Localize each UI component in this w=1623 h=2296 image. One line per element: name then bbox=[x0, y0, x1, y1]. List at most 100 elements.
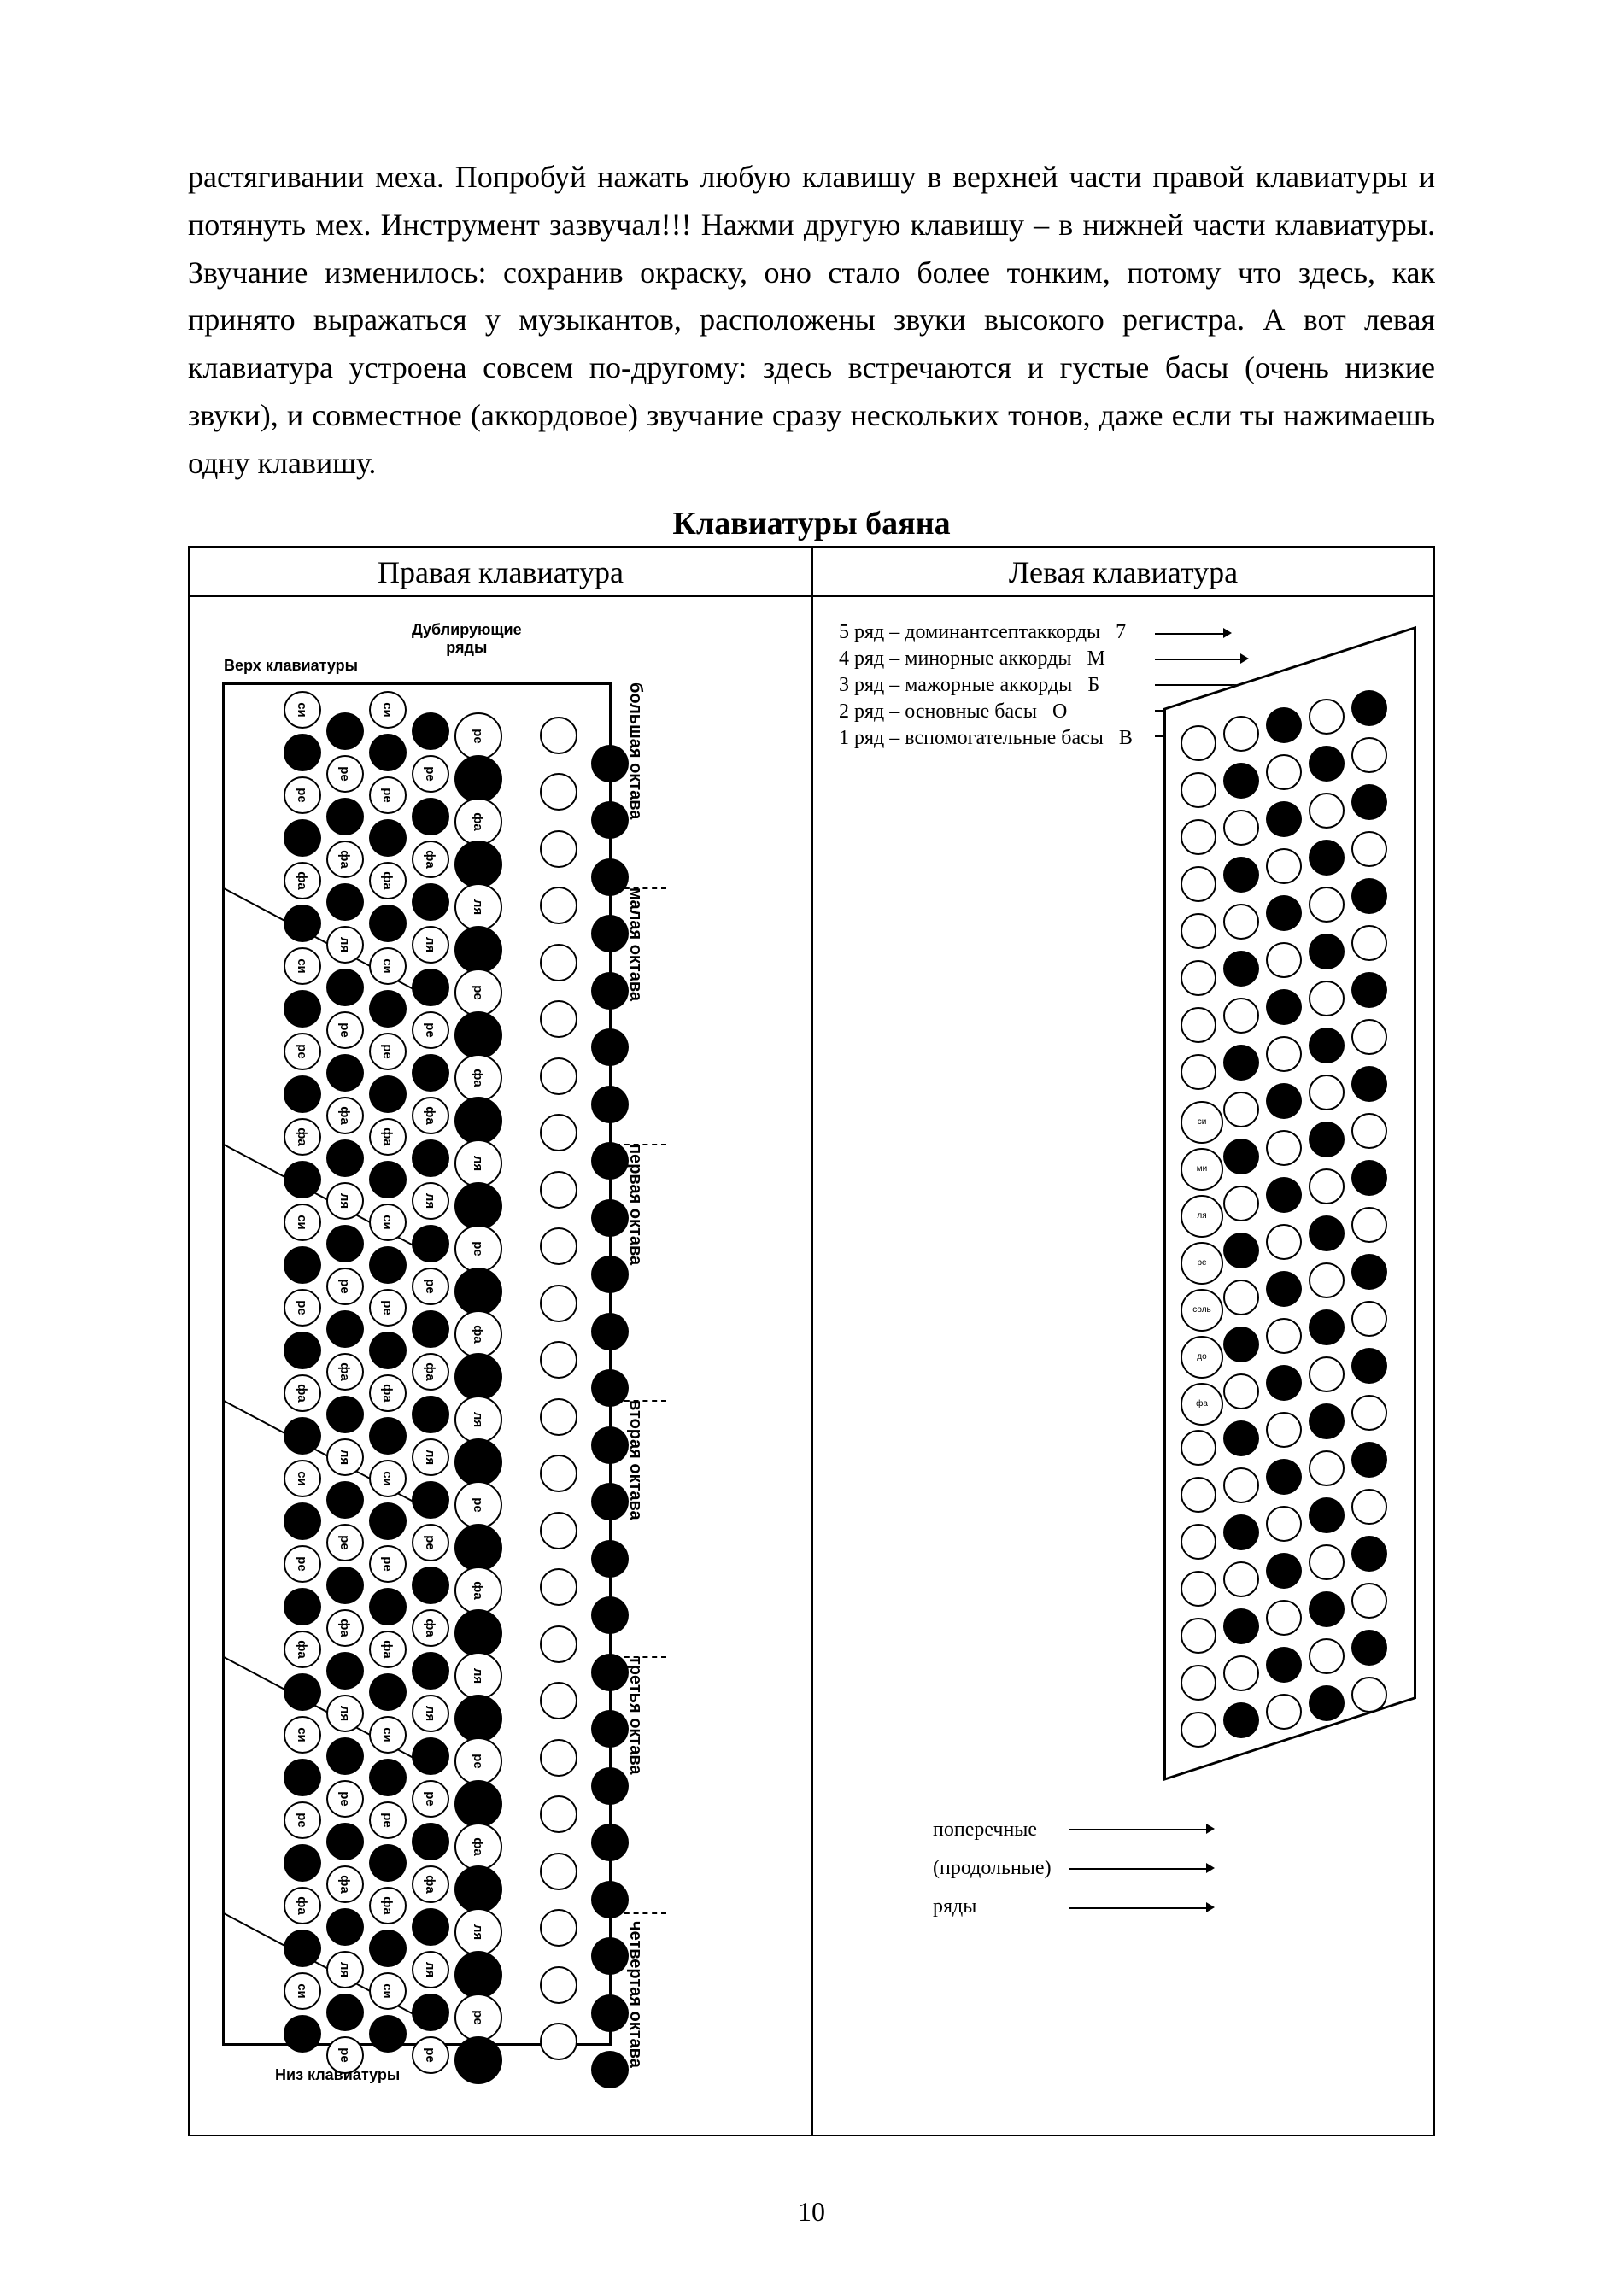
bottom-arrow bbox=[1069, 1829, 1206, 1830]
button-filled bbox=[454, 1695, 502, 1742]
button-filled bbox=[412, 1225, 449, 1262]
button-outline bbox=[540, 1966, 577, 2004]
button-filled bbox=[369, 1502, 407, 1540]
button-outline: фа bbox=[369, 1631, 407, 1668]
button-filled bbox=[369, 1161, 407, 1198]
button-filled bbox=[326, 969, 364, 1006]
button-filled bbox=[284, 1502, 321, 1540]
bass-button-outline bbox=[1181, 866, 1216, 902]
bass-button-filled bbox=[1351, 1066, 1387, 1102]
bass-button-filled bbox=[1266, 1553, 1302, 1589]
button-filled bbox=[412, 1994, 449, 2031]
button-outline bbox=[540, 887, 577, 924]
button-filled bbox=[591, 1540, 629, 1578]
bass-button-outline bbox=[1309, 699, 1345, 735]
button-filled bbox=[284, 1759, 321, 1796]
button-filled bbox=[284, 2015, 321, 2053]
button-outline: фа bbox=[369, 1374, 407, 1412]
button-outline bbox=[540, 1795, 577, 1833]
button-outline: си bbox=[284, 1716, 321, 1754]
button-outline: ля bbox=[454, 883, 502, 931]
right-keyboard-body: Верх клавиатуры Дублирующие ряды Низ кла… bbox=[190, 597, 812, 2135]
button-outline: си bbox=[369, 1716, 407, 1754]
button-outline: фа bbox=[412, 1609, 449, 1647]
button-outline: фа bbox=[284, 1631, 321, 1668]
button-filled bbox=[454, 1011, 502, 1059]
button-filled bbox=[591, 1483, 629, 1520]
button-outline: ре bbox=[369, 1033, 407, 1070]
button-filled bbox=[326, 1737, 364, 1775]
button-filled bbox=[284, 1161, 321, 1198]
button-outline: ля bbox=[412, 1695, 449, 1732]
button-outline bbox=[540, 1739, 577, 1777]
button-outline: ре bbox=[454, 712, 502, 760]
button-outline: си bbox=[369, 1972, 407, 2010]
arrow-head-icon bbox=[1223, 628, 1232, 638]
button-outline: си bbox=[369, 1204, 407, 1241]
bass-button-outline bbox=[1181, 819, 1216, 855]
button-filled bbox=[412, 1567, 449, 1604]
bass-button-outline bbox=[1181, 1477, 1216, 1513]
button-filled bbox=[454, 1524, 502, 1572]
button-filled bbox=[369, 1844, 407, 1882]
button-filled bbox=[284, 1588, 321, 1625]
button-filled bbox=[454, 1182, 502, 1230]
bass-button-filled bbox=[1351, 690, 1387, 726]
button-outline: фа bbox=[369, 1118, 407, 1156]
button-outline: фа bbox=[284, 1374, 321, 1412]
button-filled bbox=[326, 1396, 364, 1433]
button-filled bbox=[412, 1823, 449, 1860]
button-outline: фа bbox=[284, 1887, 321, 1924]
bass-button-filled bbox=[1266, 1177, 1302, 1213]
button-outline: ре bbox=[326, 1268, 364, 1305]
button-filled bbox=[591, 1824, 629, 1861]
button-outline: фа bbox=[412, 1866, 449, 1903]
bass-button-filled bbox=[1266, 1083, 1302, 1119]
bass-button-filled bbox=[1351, 1254, 1387, 1290]
bass-button-outline bbox=[1181, 1524, 1216, 1560]
button-outline bbox=[540, 1057, 577, 1095]
button-filled bbox=[591, 1710, 629, 1748]
button-outline: фа bbox=[284, 862, 321, 899]
button-outline: си bbox=[284, 1972, 321, 2010]
legend-text: 2 ряд – основные басы bbox=[839, 700, 1037, 723]
button-filled bbox=[326, 1994, 364, 2031]
button-filled bbox=[284, 1246, 321, 1284]
button-outline: ре bbox=[454, 969, 502, 1016]
bass-button-filled bbox=[1266, 1459, 1302, 1495]
button-outline: ре bbox=[454, 1737, 502, 1785]
bass-button-outline bbox=[1351, 831, 1387, 867]
bass-button-outline bbox=[1266, 1224, 1302, 1260]
button-outline bbox=[540, 1171, 577, 1209]
legend-code: В bbox=[1119, 727, 1138, 750]
button-filled bbox=[369, 905, 407, 942]
bass-button-outline bbox=[1181, 1054, 1216, 1090]
legend-code: 7 bbox=[1116, 621, 1134, 644]
bass-button-filled bbox=[1351, 878, 1387, 914]
bass-button-outline: до bbox=[1181, 1336, 1223, 1379]
button-filled bbox=[454, 1951, 502, 1999]
button-outline: ре bbox=[326, 1780, 364, 1818]
button-outline: ля bbox=[412, 1182, 449, 1220]
button-outline: ре bbox=[369, 1289, 407, 1327]
button-outline: ре bbox=[284, 1289, 321, 1327]
button-filled bbox=[591, 801, 629, 839]
button-outline bbox=[540, 1682, 577, 1719]
legend-text: 4 ряд – минорные аккорды bbox=[839, 647, 1072, 671]
button-outline: ре bbox=[326, 1011, 364, 1049]
bass-button-filled bbox=[1266, 895, 1302, 931]
button-outline: ре bbox=[369, 1545, 407, 1583]
legend-row: 5 ряд – доминантсептаккорды7 bbox=[839, 621, 1138, 644]
button-outline: ре bbox=[454, 1225, 502, 1273]
bottom-label-line: поперечные bbox=[933, 1819, 1052, 1842]
button-outline: фа bbox=[412, 840, 449, 878]
button-outline: си bbox=[284, 1460, 321, 1497]
bass-button-outline: си bbox=[1181, 1101, 1223, 1144]
octave-label: четвертая октава bbox=[625, 1921, 645, 2068]
button-filled bbox=[412, 1908, 449, 1946]
button-filled bbox=[326, 1139, 364, 1177]
button-filled bbox=[412, 1481, 449, 1519]
button-outline: ля bbox=[454, 1139, 502, 1187]
legend-row: 4 ряд – минорные аккордыМ bbox=[839, 647, 1138, 671]
legend-row: 1 ряд – вспомогательные басыВ bbox=[839, 727, 1138, 750]
